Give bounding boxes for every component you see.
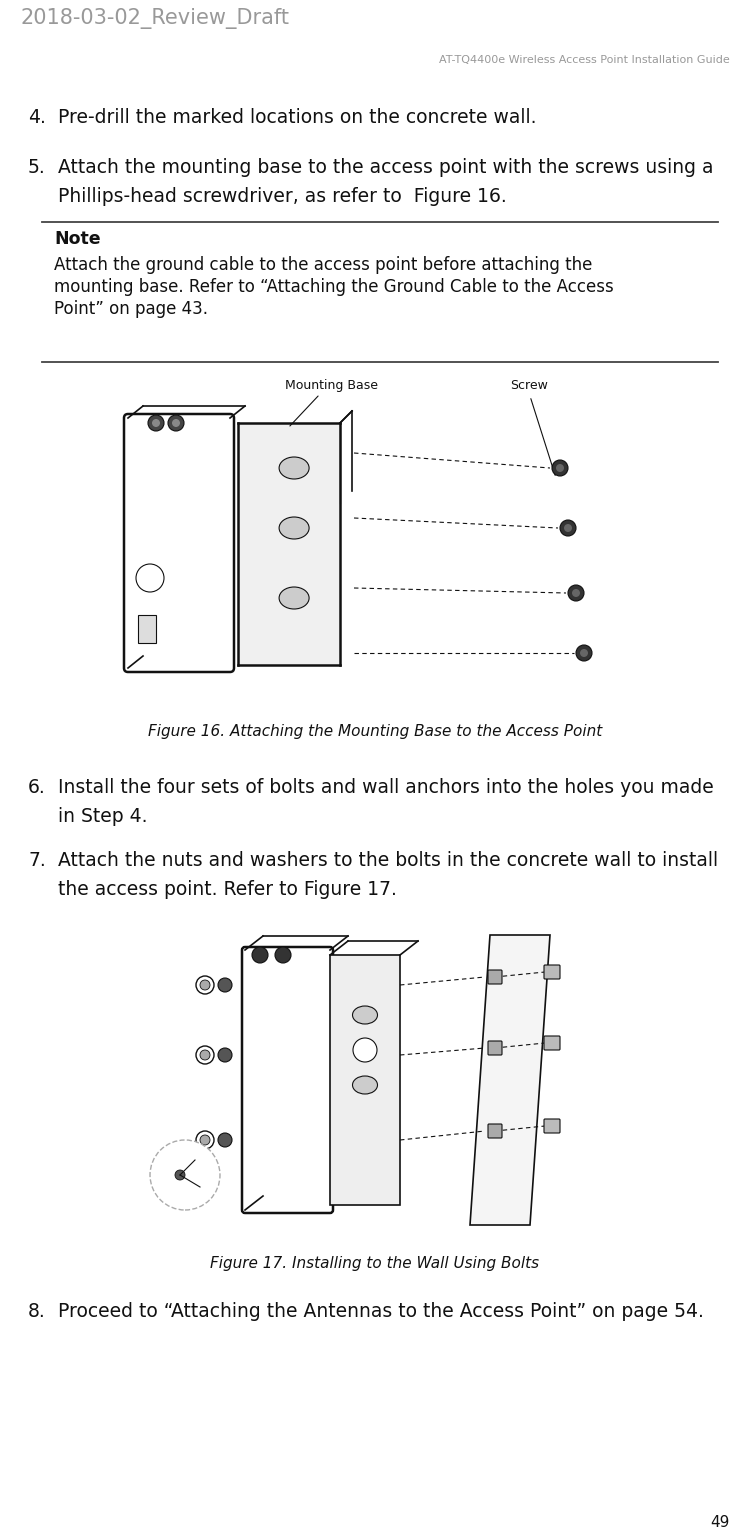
Text: 8.: 8. [28, 1303, 46, 1321]
Circle shape [252, 946, 268, 963]
Polygon shape [238, 424, 340, 665]
Ellipse shape [279, 457, 309, 479]
Text: Install the four sets of bolts and wall anchors into the holes you made: Install the four sets of bolts and wall … [58, 778, 714, 797]
FancyBboxPatch shape [544, 1037, 560, 1050]
Text: 7.: 7. [28, 852, 46, 870]
Bar [138, 615, 156, 644]
Text: Attach the mounting base to the access point with the screws using a: Attach the mounting base to the access p… [58, 157, 713, 177]
Text: 6.: 6. [28, 778, 46, 797]
Circle shape [196, 1046, 214, 1064]
FancyBboxPatch shape [242, 946, 333, 1212]
Text: Attach the ground cable to the access point before attaching the: Attach the ground cable to the access po… [54, 255, 593, 274]
Circle shape [218, 1133, 232, 1147]
Circle shape [200, 980, 210, 989]
Text: 2018-03-02_Review_Draft: 2018-03-02_Review_Draft [20, 8, 289, 29]
Circle shape [136, 564, 164, 592]
Circle shape [196, 1131, 214, 1148]
Text: Attach the nuts and washers to the bolts in the concrete wall to install: Attach the nuts and washers to the bolts… [58, 852, 718, 870]
Text: Mounting Base: Mounting Base [285, 379, 378, 391]
Text: Note: Note [54, 229, 100, 248]
Text: Screw: Screw [510, 379, 548, 391]
Text: Figure 16. Attaching the Mounting Base to the Access Point: Figure 16. Attaching the Mounting Base t… [148, 725, 602, 739]
Circle shape [556, 463, 564, 472]
Circle shape [152, 419, 160, 427]
Circle shape [560, 520, 576, 537]
Text: the access point. Refer to Figure 17.: the access point. Refer to Figure 17. [58, 881, 397, 899]
Text: 4.: 4. [28, 109, 46, 127]
Circle shape [172, 419, 180, 427]
Ellipse shape [279, 587, 309, 609]
FancyBboxPatch shape [544, 1119, 560, 1133]
Circle shape [275, 946, 291, 963]
Text: Figure 17. Installing to the Wall Using Bolts: Figure 17. Installing to the Wall Using … [211, 1255, 539, 1271]
Circle shape [353, 1038, 377, 1063]
Circle shape [148, 414, 164, 431]
Circle shape [564, 524, 572, 532]
Circle shape [168, 414, 184, 431]
FancyBboxPatch shape [488, 1041, 502, 1055]
Circle shape [150, 1141, 220, 1209]
Circle shape [576, 645, 592, 661]
Circle shape [580, 648, 588, 657]
Circle shape [196, 976, 214, 994]
Text: in Step 4.: in Step 4. [58, 807, 148, 826]
Text: 49: 49 [711, 1515, 730, 1529]
Ellipse shape [279, 517, 309, 540]
Circle shape [568, 586, 584, 601]
Circle shape [200, 1135, 210, 1145]
Bar [330, 956, 400, 1205]
FancyBboxPatch shape [488, 969, 502, 985]
FancyBboxPatch shape [124, 414, 234, 673]
Text: 5.: 5. [28, 157, 46, 177]
Text: Pre-drill the marked locations on the concrete wall.: Pre-drill the marked locations on the co… [58, 109, 536, 127]
Circle shape [218, 979, 232, 992]
FancyBboxPatch shape [544, 965, 560, 979]
Text: Proceed to “Attaching the Antennas to the Access Point” on page 54.: Proceed to “Attaching the Antennas to th… [58, 1303, 704, 1321]
Circle shape [552, 460, 568, 476]
Text: mounting base. Refer to “Attaching the Ground Cable to the Access: mounting base. Refer to “Attaching the G… [54, 278, 614, 297]
Text: Phillips-head screwdriver, as refer to  Figure 16.: Phillips-head screwdriver, as refer to F… [58, 187, 507, 206]
Ellipse shape [352, 1006, 377, 1024]
Circle shape [200, 1050, 210, 1060]
Text: AT-TQ4400e Wireless Access Point Installation Guide: AT-TQ4400e Wireless Access Point Install… [440, 55, 730, 66]
Ellipse shape [352, 1076, 377, 1095]
Polygon shape [470, 936, 550, 1225]
Circle shape [572, 589, 580, 596]
FancyBboxPatch shape [488, 1124, 502, 1138]
Circle shape [175, 1170, 185, 1180]
Text: Point” on page 43.: Point” on page 43. [54, 300, 208, 318]
Circle shape [218, 1047, 232, 1063]
